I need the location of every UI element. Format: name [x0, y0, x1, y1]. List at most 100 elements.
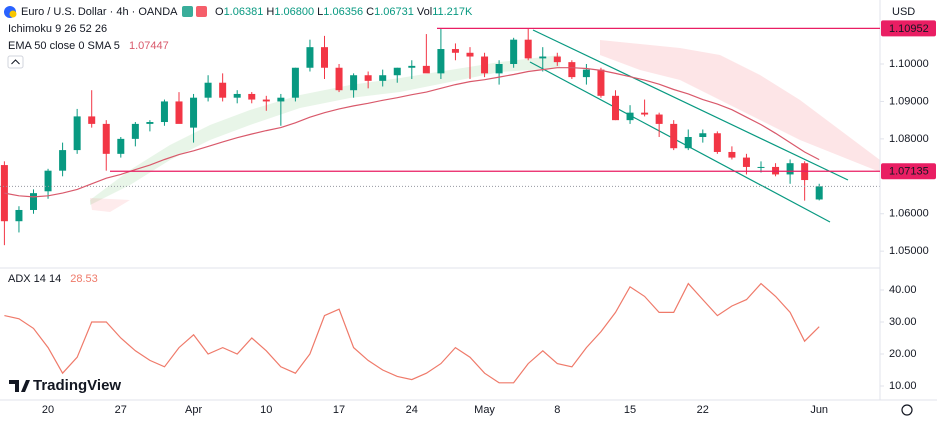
candle-body [524, 39, 532, 59]
legend-value: 1.06381 [224, 6, 264, 18]
symbol-icon-2 [9, 10, 17, 18]
currency[interactable]: USD [892, 6, 915, 18]
x-tick-label: 8 [554, 404, 560, 416]
candle-body [30, 193, 37, 210]
price-label-box [881, 20, 936, 37]
x-tick-label: 20 [42, 404, 54, 416]
candle-body [713, 133, 721, 152]
candle-body [44, 170, 52, 192]
y-tick-label: 1.09000 [889, 95, 929, 107]
legend-value: 1.06731 [374, 6, 414, 18]
y-tick-label: 20.00 [889, 348, 917, 360]
candle-body [131, 123, 139, 139]
candle-body [481, 56, 489, 74]
brand-logo: TradingView [9, 377, 121, 394]
buy-button[interactable] [182, 6, 193, 17]
y-tick-label: 1.05000 [889, 245, 929, 257]
candle-body [553, 56, 561, 63]
candle-body [815, 186, 823, 200]
candle-body [102, 123, 110, 154]
candle-body [175, 101, 183, 124]
adx-value: 28.53 [70, 273, 98, 285]
candle-body [495, 64, 503, 74]
candle-body [742, 157, 750, 167]
candle-body [15, 209, 23, 222]
x-tick-label: 22 [697, 404, 709, 416]
y-tick-label: 40.00 [889, 284, 917, 296]
legend-value: 1.06800 [274, 6, 314, 18]
price-label-box [881, 163, 936, 180]
candle-body [117, 138, 125, 154]
adx-name: ADX 14 14 [8, 273, 61, 285]
candle-body [684, 136, 692, 149]
candle-body [786, 163, 794, 175]
candle-body [728, 151, 736, 158]
ema-name: EMA 50 close 0 SMA 5 [8, 40, 120, 52]
price-label: 1.07135 [889, 166, 929, 178]
candle-body [568, 62, 576, 78]
adx-legend: ADX 14 14 28.53 [8, 273, 98, 285]
indicator-line [4, 282, 820, 384]
brand-name: TradingView [33, 377, 121, 394]
y-tick-label: 10.00 [889, 380, 917, 392]
price-label: 1.10952 [889, 23, 929, 35]
x-tick-label: 10 [260, 404, 272, 416]
candle-body [655, 114, 663, 124]
plot [0, 28, 880, 384]
legend-prefix: O [215, 6, 224, 18]
candle-body [539, 56, 547, 59]
candle-body [59, 150, 67, 171]
candle-body [335, 67, 343, 91]
candle-body [422, 65, 430, 74]
legend-value: 1.06356 [323, 6, 363, 18]
candle-body [451, 49, 459, 53]
candle-body [306, 47, 314, 68]
x-tick-label: Apr [185, 404, 202, 416]
candle-body [364, 75, 372, 81]
cloud-green [90, 55, 560, 205]
y-tick-label: 1.10000 [889, 58, 929, 70]
candle-body [277, 97, 285, 102]
candle-body [88, 116, 96, 124]
candle-body [393, 67, 401, 76]
candle-body [262, 99, 270, 102]
indicator-ichimoku[interactable]: Ichimoku 9 26 52 26 [8, 23, 107, 35]
candle-body [626, 112, 634, 121]
candle-body [146, 122, 154, 124]
candle-body [582, 69, 590, 78]
legend-value: 11.217K [432, 6, 473, 18]
channel [529, 29, 849, 223]
candle-body [670, 123, 678, 149]
candle-body [466, 52, 474, 57]
candle-body [641, 112, 649, 115]
candle-body [699, 133, 707, 137]
legend-prefix: H [266, 6, 274, 18]
x-tick-label: 27 [115, 404, 127, 416]
legend-prefix: C [366, 6, 374, 18]
sell-button[interactable] [196, 6, 207, 17]
candle-body [291, 67, 299, 98]
candle-body [248, 93, 256, 100]
indicator-line [4, 67, 820, 198]
collapse-button[interactable] [7, 55, 24, 69]
ema-value: 1.07447 [129, 40, 169, 52]
indicator-ema[interactable]: EMA 50 close 0 SMA 5 1.07447 [8, 40, 169, 52]
candle-body [190, 97, 198, 128]
settings-button[interactable] [901, 404, 913, 416]
y-tick-label: 30.00 [889, 316, 917, 328]
candle-body [233, 93, 241, 98]
candle-body [219, 82, 227, 98]
x-tick-label: Jun [810, 404, 828, 416]
channel-upper [532, 29, 849, 181]
candle-body [350, 75, 358, 91]
candle-body [321, 47, 328, 68]
y-tick-label: 1.06000 [889, 208, 929, 220]
candle-body [597, 69, 605, 96]
y-tick-label: 1.08000 [889, 133, 929, 145]
symbol-title: Euro / U.S. Dollar · 4h · OANDA [21, 6, 178, 18]
candle-body [757, 166, 765, 168]
candle-body [379, 75, 387, 81]
candle-body [437, 49, 445, 74]
candle-body [204, 82, 212, 98]
